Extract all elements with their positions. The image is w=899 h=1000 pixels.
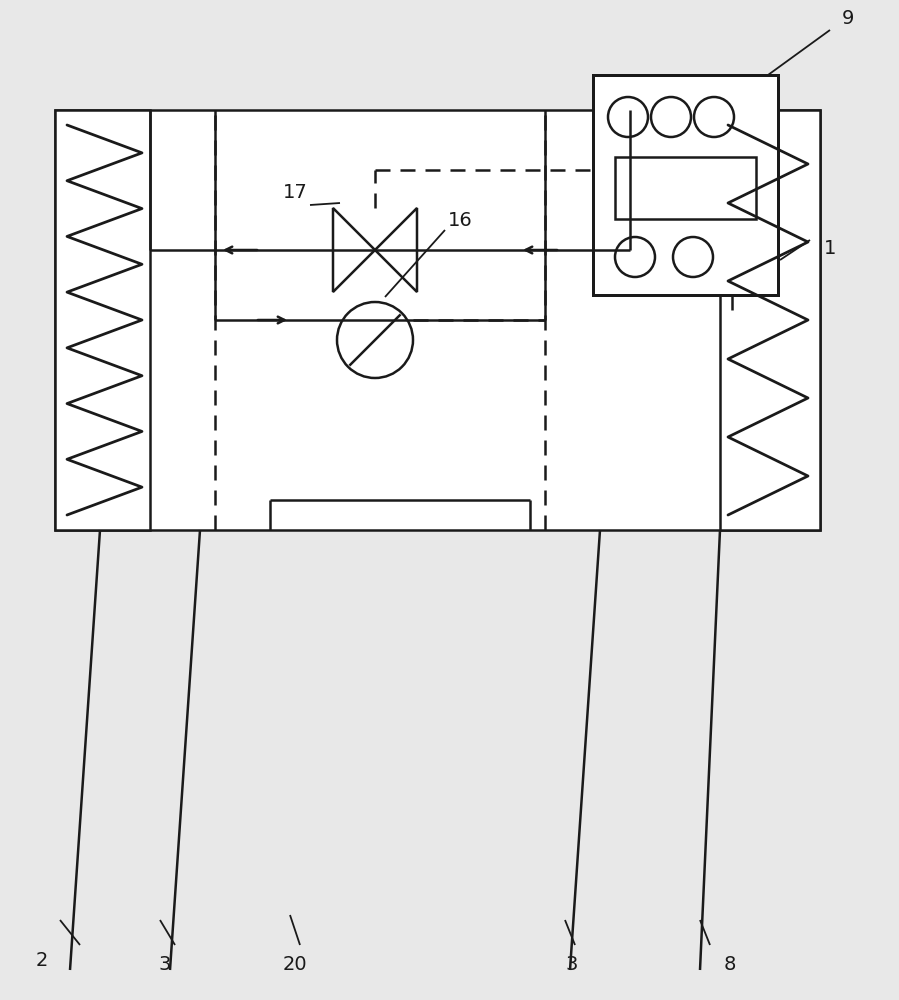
Text: 2: 2 [36, 950, 49, 970]
Text: 1: 1 [823, 238, 836, 257]
Text: 17: 17 [282, 182, 307, 202]
Text: 8: 8 [724, 956, 736, 974]
Bar [55, 110, 820, 530]
Text: 20: 20 [282, 956, 307, 974]
Text: 16: 16 [448, 211, 472, 230]
Bar [615, 157, 756, 219]
Text: 9: 9 [841, 8, 854, 27]
Text: 3: 3 [159, 956, 171, 974]
Bar [720, 110, 820, 530]
Bar [55, 110, 150, 530]
Bar [593, 75, 778, 295]
Text: 3: 3 [565, 956, 578, 974]
